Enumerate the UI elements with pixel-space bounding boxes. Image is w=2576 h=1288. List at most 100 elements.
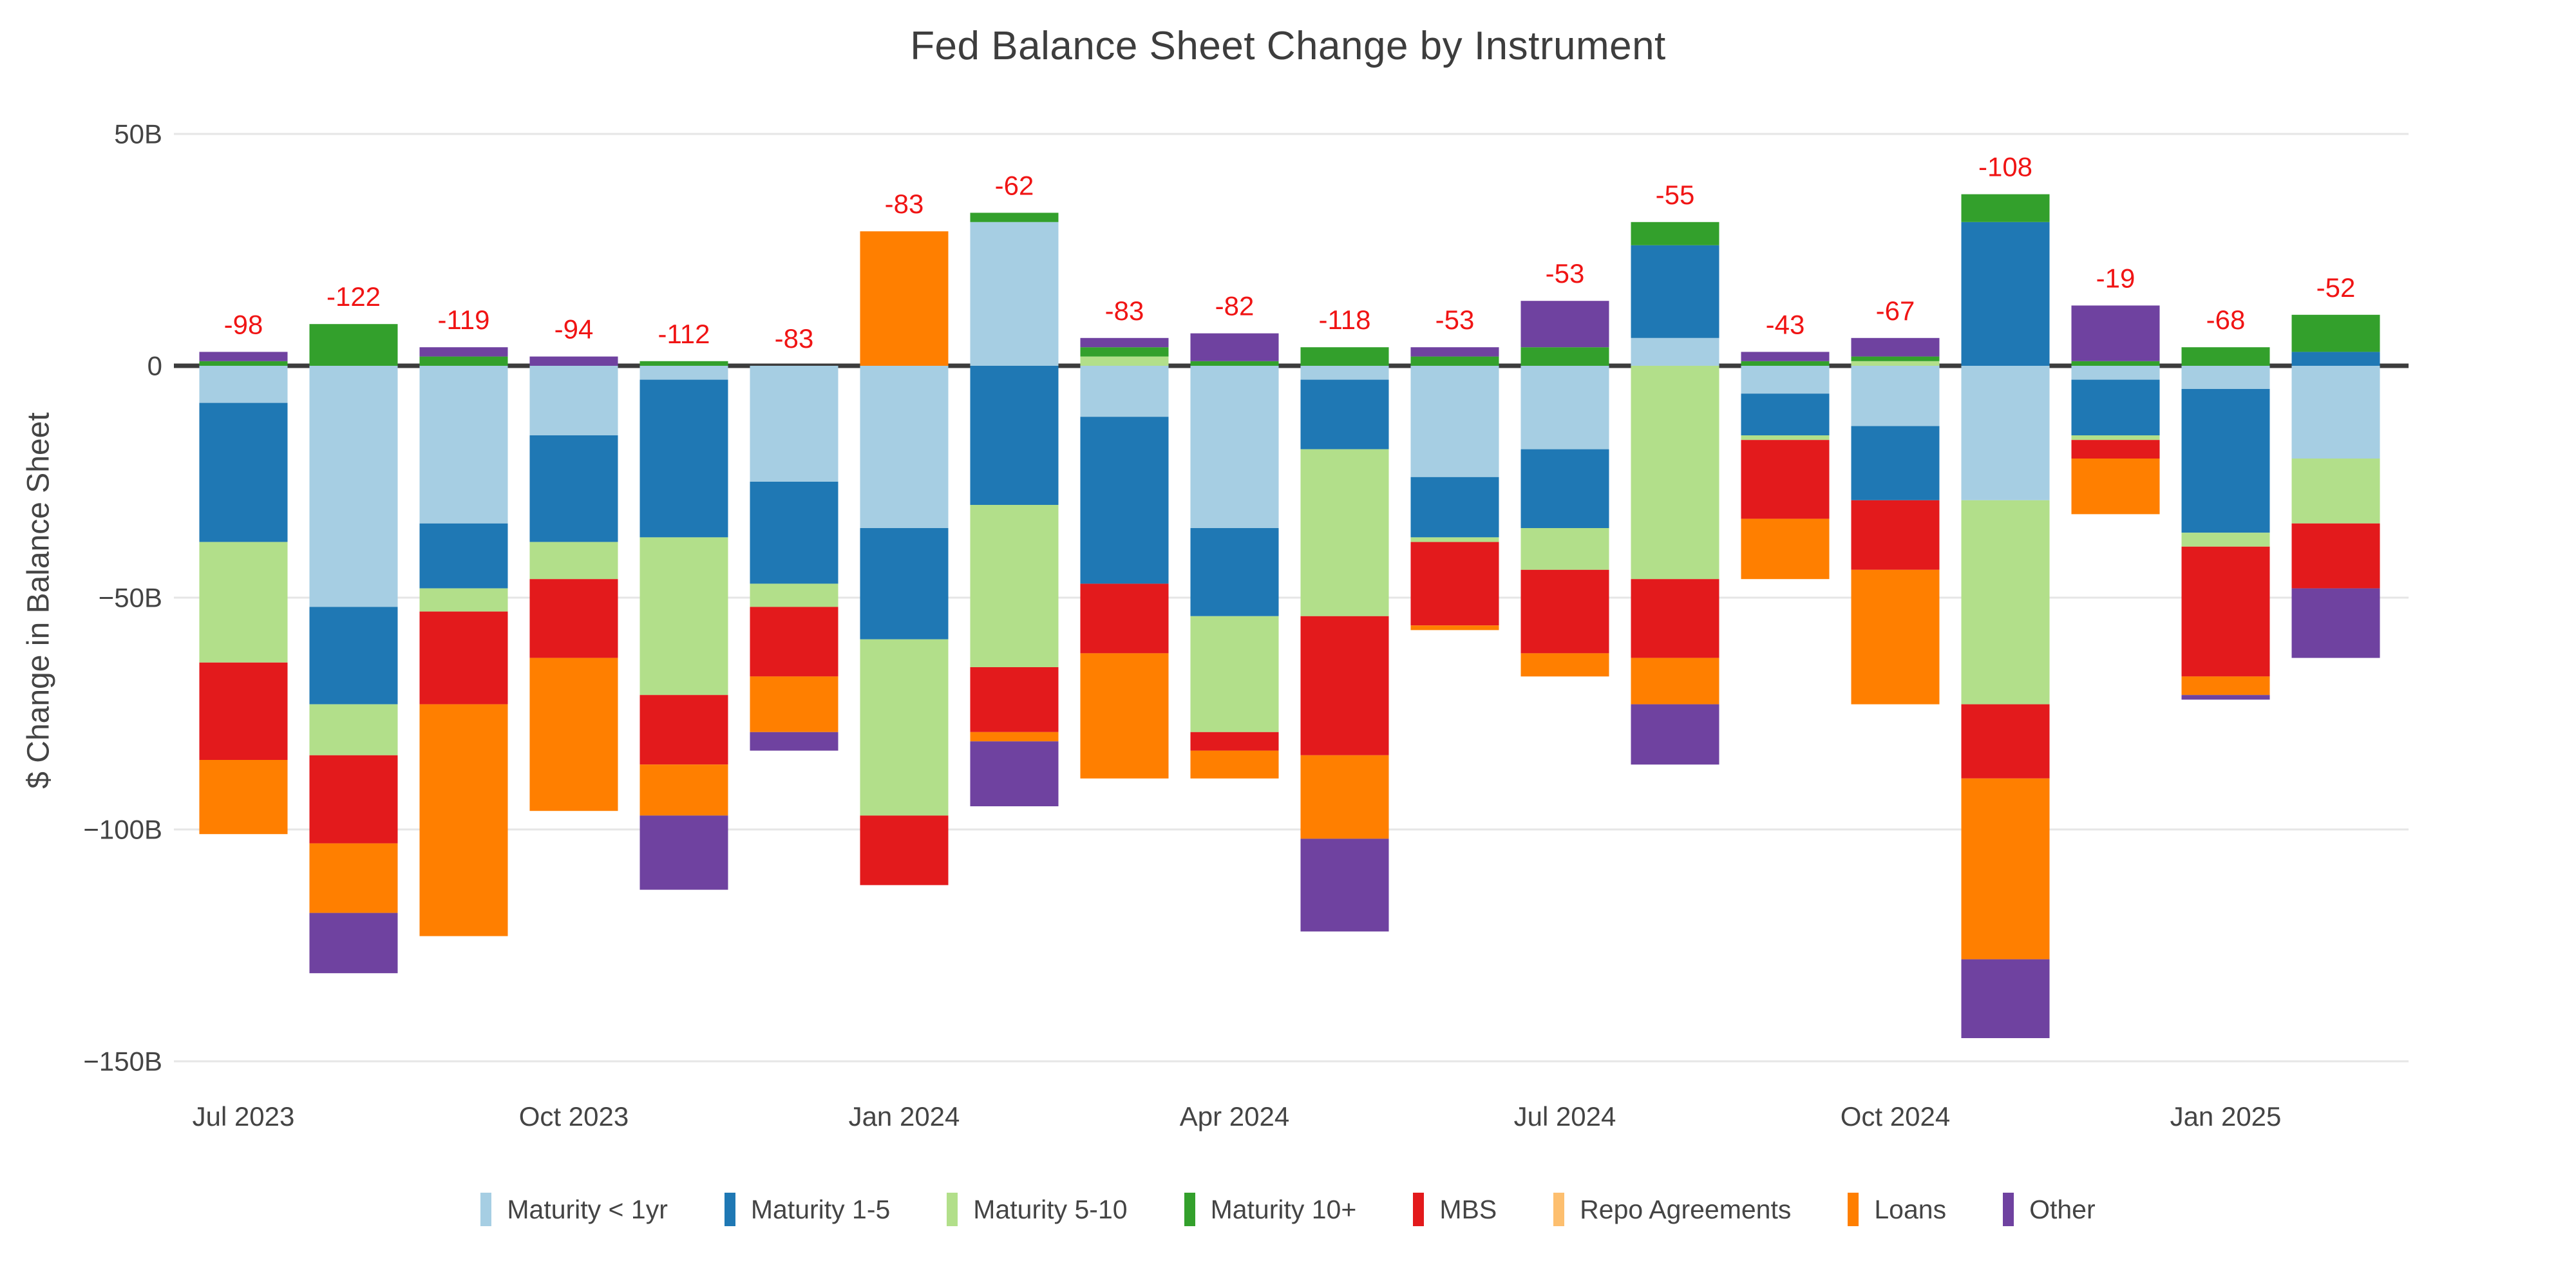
bar-segment[interactable]: [1520, 528, 1609, 570]
bar-segment[interactable]: [2181, 546, 2270, 677]
bar-segment[interactable]: [750, 366, 838, 482]
bar-segment[interactable]: [419, 366, 508, 524]
bar-segment[interactable]: [2181, 676, 2270, 696]
bar-segment[interactable]: [1080, 653, 1169, 779]
bar-segment[interactable]: [1851, 361, 1940, 366]
bar-segment[interactable]: [529, 579, 618, 658]
bar-segment[interactable]: [2181, 366, 2270, 389]
bar-segment[interactable]: [1631, 366, 1719, 580]
bar-segment[interactable]: [1300, 366, 1389, 380]
bar-segment[interactable]: [199, 402, 288, 542]
bar-segment[interactable]: [1410, 625, 1499, 630]
bar-segment[interactable]: [970, 366, 1059, 505]
legend-item-loans[interactable]: Loans: [1848, 1193, 1946, 1226]
bar-segment[interactable]: [1631, 337, 1719, 366]
bar-segment[interactable]: [1190, 361, 1279, 366]
bar-segment[interactable]: [2291, 366, 2380, 459]
bar-segment[interactable]: [1631, 704, 1719, 765]
bar-segment[interactable]: [1080, 366, 1169, 417]
bar-segment[interactable]: [1080, 337, 1169, 348]
bar-segment[interactable]: [750, 607, 838, 677]
bar-segment[interactable]: [1520, 366, 1609, 450]
bar-segment[interactable]: [1080, 347, 1169, 357]
bar-segment[interactable]: [639, 764, 728, 816]
bar-segment[interactable]: [2291, 314, 2380, 352]
bar-segment[interactable]: [199, 366, 288, 403]
bar-segment[interactable]: [2291, 352, 2380, 366]
bar-segment[interactable]: [419, 611, 508, 705]
bar-segment[interactable]: [309, 704, 398, 755]
bar-segment[interactable]: [2181, 533, 2270, 547]
bar-segment[interactable]: [1961, 959, 2050, 1038]
bar-segment[interactable]: [419, 356, 508, 366]
bar-segment[interactable]: [1520, 653, 1609, 677]
bar-segment[interactable]: [750, 583, 838, 607]
bar-segment[interactable]: [199, 662, 288, 760]
bar-segment[interactable]: [639, 361, 728, 366]
bar-segment[interactable]: [529, 366, 618, 435]
bar-segment[interactable]: [419, 704, 508, 936]
bar-segment[interactable]: [199, 361, 288, 366]
bar-segment[interactable]: [529, 356, 618, 366]
bar-segment[interactable]: [970, 222, 1059, 366]
bar-segment[interactable]: [1520, 301, 1609, 348]
bar-segment[interactable]: [750, 482, 838, 584]
bar-segment[interactable]: [1300, 755, 1389, 839]
bar-segment[interactable]: [639, 366, 728, 380]
bar-segment[interactable]: [1851, 366, 1940, 426]
bar-segment[interactable]: [1190, 528, 1279, 616]
bar-segment[interactable]: [639, 695, 728, 765]
bar-segment[interactable]: [1300, 838, 1389, 932]
bar-segment[interactable]: [750, 732, 838, 751]
bar-segment[interactable]: [1851, 337, 1940, 357]
bar-segment[interactable]: [309, 366, 398, 607]
bar-segment[interactable]: [1190, 333, 1279, 361]
bar-segment[interactable]: [1961, 704, 2050, 779]
legend-item-maturity-10[interactable]: Maturity 10+: [1184, 1193, 1356, 1226]
bar-segment[interactable]: [2071, 435, 2160, 440]
bar-segment[interactable]: [2291, 523, 2380, 589]
legend-item-repo-agreements[interactable]: Repo Agreements: [1553, 1193, 1791, 1226]
bar-segment[interactable]: [1410, 477, 1499, 538]
bar-segment[interactable]: [639, 815, 728, 890]
bar-segment[interactable]: [1741, 352, 1830, 361]
bar-segment[interactable]: [199, 542, 288, 663]
bar-segment[interactable]: [1080, 417, 1169, 584]
legend-item-maturity-1yr[interactable]: Maturity < 1yr: [480, 1193, 668, 1226]
bar-segment[interactable]: [1410, 356, 1499, 366]
bar-segment[interactable]: [309, 755, 398, 844]
bar-segment[interactable]: [1961, 222, 2050, 366]
bar-segment[interactable]: [2291, 588, 2380, 658]
bar-segment[interactable]: [309, 324, 398, 366]
bar-segment[interactable]: [1961, 778, 2050, 960]
bar-segment[interactable]: [1741, 361, 1830, 366]
bar-segment[interactable]: [1741, 393, 1830, 435]
bar-segment[interactable]: [639, 537, 728, 696]
bar-segment[interactable]: [1190, 750, 1279, 779]
bar-segment[interactable]: [419, 347, 508, 357]
bar-segment[interactable]: [970, 213, 1059, 222]
bar-segment[interactable]: [419, 588, 508, 612]
bar-segment[interactable]: [860, 231, 949, 366]
bar-segment[interactable]: [2071, 379, 2160, 435]
legend-item-maturity-1-5[interactable]: Maturity 1-5: [724, 1193, 890, 1226]
bar-segment[interactable]: [1741, 366, 1830, 394]
bar-segment[interactable]: [2181, 347, 2270, 366]
bar-segment[interactable]: [1851, 569, 1940, 705]
bar-segment[interactable]: [1300, 379, 1389, 450]
bar-segment[interactable]: [419, 523, 508, 589]
legend-item-other[interactable]: Other: [2003, 1193, 2096, 1226]
bar-segment[interactable]: [860, 639, 949, 816]
bar-segment[interactable]: [639, 379, 728, 538]
bar-segment[interactable]: [1961, 500, 2050, 705]
bar-segment[interactable]: [2071, 440, 2160, 459]
bar-segment[interactable]: [2071, 366, 2160, 380]
bar-segment[interactable]: [1080, 356, 1169, 366]
bar-segment[interactable]: [970, 741, 1059, 806]
bar-segment[interactable]: [970, 732, 1059, 742]
bar-segment[interactable]: [860, 815, 949, 886]
bar-segment[interactable]: [1961, 366, 2050, 500]
bar-segment[interactable]: [1300, 449, 1389, 616]
bar-segment[interactable]: [1520, 347, 1609, 366]
legend-item-maturity-5-10[interactable]: Maturity 5-10: [947, 1193, 1128, 1226]
